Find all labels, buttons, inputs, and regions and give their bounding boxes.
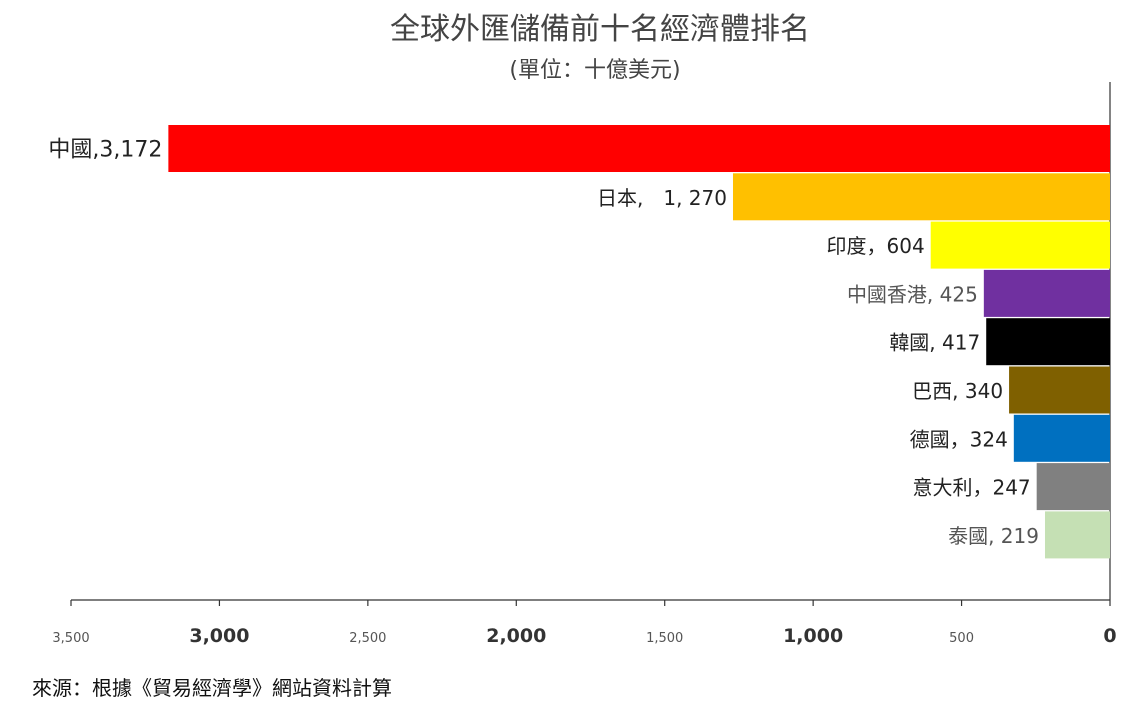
bar (986, 318, 1110, 366)
x-tick-label: 3,500 (52, 631, 89, 646)
bar (983, 269, 1110, 317)
source-note: 來源：根據《貿易經濟學》網站資料計算 (32, 676, 392, 700)
x-tick-label: 500 (949, 631, 974, 646)
x-tick-label: 2,000 (486, 625, 546, 647)
bar (168, 125, 1110, 172)
bar-label: 巴西, 340 (912, 379, 1003, 403)
bar-label: 泰國, 219 (948, 524, 1039, 548)
bar-label: 印度，604 (827, 234, 925, 258)
x-tick-label: 1,500 (646, 631, 683, 646)
bar (1036, 463, 1110, 511)
bar (1009, 366, 1110, 414)
bar-label: 中國,3,172 (48, 138, 162, 163)
bar-label: 德國，324 (910, 427, 1008, 451)
bar-label: 韓國, 417 (889, 331, 980, 355)
bar (930, 221, 1110, 269)
bar-label: 中國香港, 425 (847, 282, 978, 306)
x-tick-label: 1,000 (783, 625, 843, 647)
bar-label: 意大利，247 (912, 476, 1030, 500)
bar (732, 173, 1110, 221)
chart-subtitle: (單位：十億美元) (509, 58, 681, 83)
bar (1044, 511, 1110, 559)
bar (1013, 414, 1110, 462)
chart-title: 全球外匯儲備前十名經濟體排名 (390, 12, 810, 47)
x-tick-label: 2,500 (349, 631, 386, 646)
x-tick-label: 3,000 (189, 625, 249, 647)
bar-label: 日本, 1, 270 (597, 186, 727, 210)
x-tick-label: 0 (1103, 625, 1116, 647)
